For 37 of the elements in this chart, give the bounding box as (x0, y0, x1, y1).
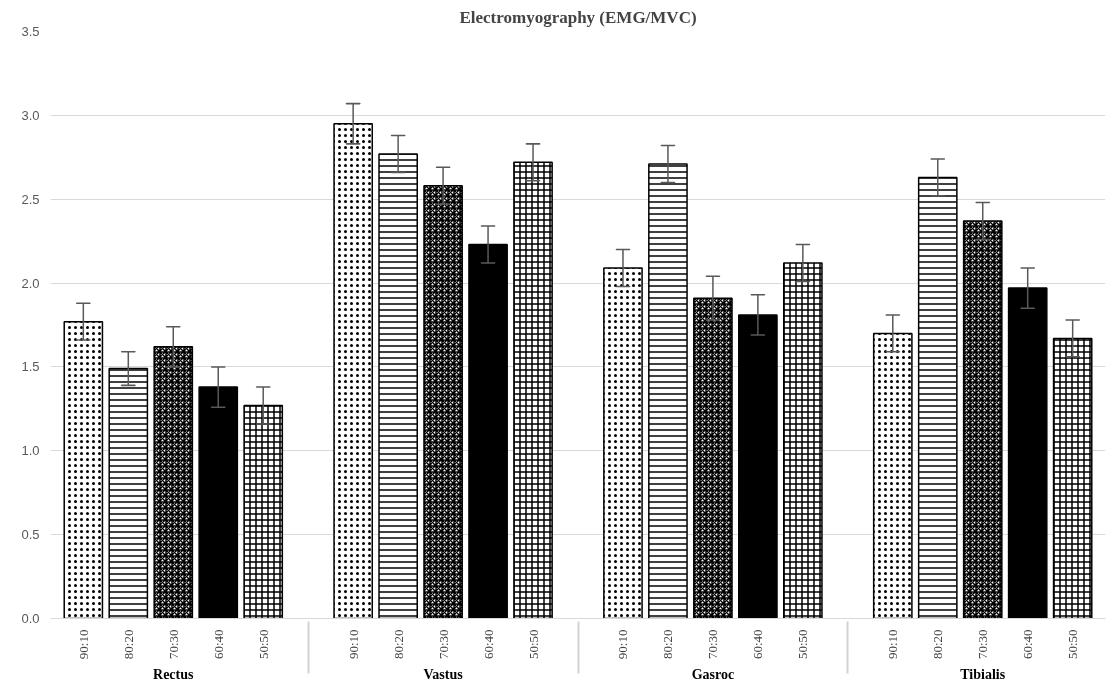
text: 90:10 (345, 629, 361, 660)
y-tick-label: 2.5 (21, 191, 40, 207)
text: 70:30 (705, 629, 721, 660)
y-tick-label: 0.5 (21, 527, 40, 543)
text: 80:20 (930, 629, 946, 660)
text: 60:40 (750, 629, 766, 660)
text: 50:50 (525, 629, 541, 660)
y-tick-label: 3.5 (21, 24, 40, 39)
y-tick-label: 3.0 (21, 107, 40, 123)
x-tick-label: Tibialis (960, 667, 1006, 683)
text: 90:10 (615, 629, 631, 660)
text: 70:30 (975, 629, 991, 660)
chart-title: Electromyography (EMG/MVC) (459, 7, 697, 27)
text: 60:40 (480, 629, 496, 660)
text: 50:50 (255, 629, 271, 660)
text: 80:20 (660, 629, 676, 660)
text: 60:40 (1020, 629, 1036, 660)
bar (1007, 287, 1048, 619)
text: 80:20 (390, 629, 406, 660)
x-tick-label: Gasroc (691, 667, 735, 683)
y-tick-label: 1.5 (21, 359, 40, 375)
y-tick-label: 1.0 (21, 443, 40, 459)
y-tick-label: 0.0 (21, 611, 40, 626)
text: 90:10 (885, 629, 901, 660)
text: 90:10 (75, 629, 91, 660)
bar (468, 243, 508, 619)
bar (738, 314, 778, 619)
text: 50:50 (795, 629, 811, 660)
text: 50:50 (1065, 629, 1081, 660)
text: 70:30 (165, 629, 181, 660)
x-tick-label: Rectus (153, 667, 195, 683)
text: 80:20 (120, 629, 136, 660)
bar (198, 386, 239, 619)
text: 70:30 (435, 629, 451, 660)
x-tick-label: Vastus (423, 667, 464, 683)
y-tick-label: 2.0 (21, 275, 40, 291)
text: 60:40 (210, 629, 226, 660)
